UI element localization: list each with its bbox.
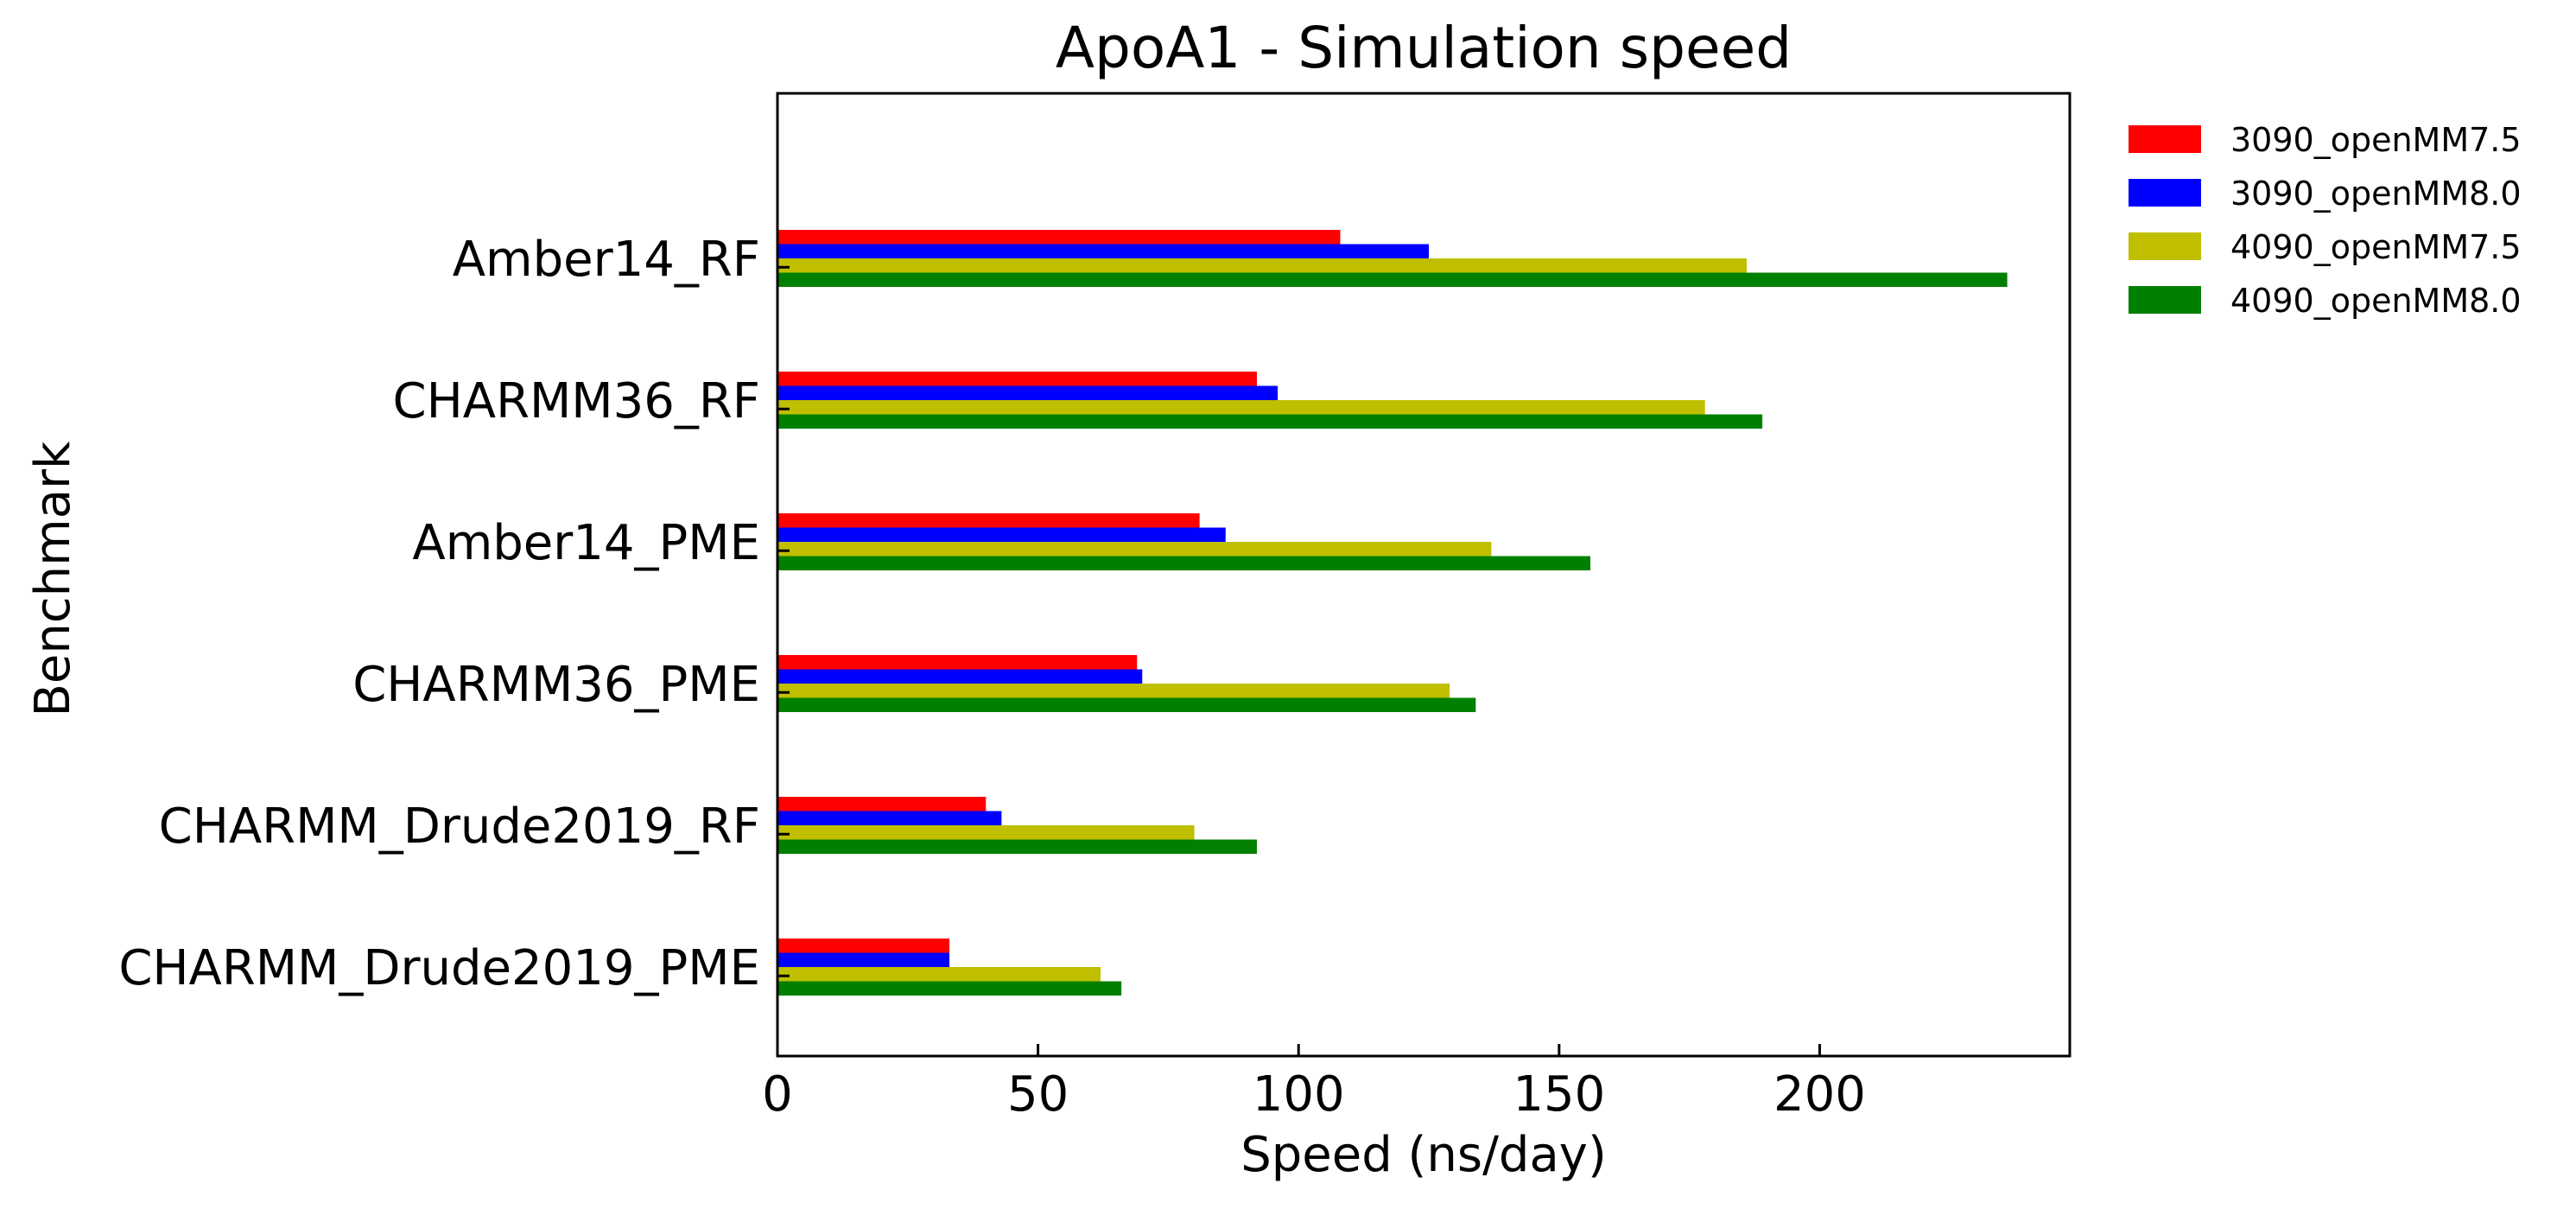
x-tick-label-150: 150 (1513, 1066, 1605, 1123)
bar-4090_openMM7.5-CHARMM36_PME (777, 684, 1450, 698)
bar-4090_openMM7.5-Amber14_PME (777, 542, 1492, 557)
chart-title: ApoA1 - Simulation speed (1056, 15, 1792, 81)
bar-4090_openMM8.0-CHARMM36_RF (777, 414, 1763, 429)
x-tick-label-100: 100 (1253, 1066, 1345, 1123)
plot-area-frame (776, 92, 2072, 1058)
bar-4090_openMM8.0-Amber14_RF (777, 272, 2008, 287)
bar-3090_openMM7.5-CHARMM_Drude2019_RF (777, 797, 987, 811)
legend-swatch-3090_openMM8.0 (2129, 179, 2201, 207)
bar-4090_openMM7.5-CHARMM_Drude2019_PME (777, 967, 1101, 982)
x-tick-label-50: 50 (1007, 1066, 1069, 1123)
legend-label-3090_openMM8.0: 3090_openMM8.0 (2230, 175, 2522, 213)
x-tick-label-0: 0 (762, 1066, 793, 1123)
bar-3090_openMM8.0-Amber14_RF (777, 244, 1430, 258)
x-tick-label-200: 200 (1773, 1066, 1866, 1123)
bar-3090_openMM7.5-Amber14_RF (777, 230, 1341, 245)
legend-swatch-4090_openMM8.0 (2129, 286, 2201, 314)
bar-3090_openMM7.5-CHARMM36_RF (777, 372, 1257, 386)
bar-4090_openMM8.0-CHARMM_Drude2019_PME (777, 981, 1122, 996)
y-tick-label-Amber14_RF: Amber14_RF (453, 232, 760, 288)
bar-4090_openMM8.0-CHARMM36_PME (777, 697, 1476, 712)
bar-3090_openMM8.0-CHARMM36_RF (777, 385, 1278, 400)
legend-label-4090_openMM7.5: 4090_openMM7.5 (2230, 228, 2522, 266)
legend-swatch-4090_openMM7.5 (2129, 232, 2201, 260)
y-tick-label-CHARMM36_RF: CHARMM36_RF (393, 373, 760, 430)
bar-3090_openMM8.0-CHARMM_Drude2019_PME (777, 952, 950, 967)
legend-label-3090_openMM7.5: 3090_openMM7.5 (2230, 121, 2522, 159)
bar-4090_openMM8.0-CHARMM_Drude2019_RF (777, 839, 1257, 854)
y-tick-label-CHARMM_Drude2019_PME: CHARMM_Drude2019_PME (118, 940, 760, 996)
bar-4090_openMM7.5-Amber14_RF (777, 258, 1747, 273)
bar-4090_openMM7.5-CHARMM_Drude2019_RF (777, 825, 1195, 840)
bar-3090_openMM8.0-CHARMM_Drude2019_RF (777, 811, 1002, 825)
legend-label-4090_openMM8.0: 4090_openMM8.0 (2230, 282, 2522, 320)
ticks-group: Amber14_RF CHARMM36_RF Amber14_PME CHARMM36… (118, 232, 1866, 1123)
bar-3090_openMM7.5-CHARMM36_PME (777, 655, 1138, 670)
bar-3090_openMM7.5-Amber14_PME (777, 513, 1200, 528)
y-tick-label-CHARMM_Drude2019_RF: CHARMM_Drude2019_RF (159, 799, 760, 855)
legend: 3090_openMM7.5 3090_openMM8.0 4090_openMM7… (2129, 121, 2522, 320)
bar-3090_openMM7.5-CHARMM_Drude2019_PME (777, 939, 950, 953)
bar-3090_openMM8.0-Amber14_PME (777, 527, 1226, 542)
y-tick-label-CHARMM36_PME: CHARMM36_PME (352, 657, 760, 713)
legend-swatch-3090_openMM7.5 (2129, 125, 2201, 153)
bars-group (777, 230, 2008, 996)
bar-3090_openMM8.0-CHARMM36_PME (777, 669, 1143, 684)
bar-4090_openMM7.5-CHARMM36_RF (777, 400, 1705, 415)
y-axis-label: Benchmark (25, 441, 81, 717)
y-tick-label-Amber14_PME: Amber14_PME (412, 515, 760, 571)
bar-4090_openMM8.0-Amber14_PME (777, 556, 1591, 570)
x-axis-label: Speed (ns/day) (1240, 1127, 1607, 1183)
